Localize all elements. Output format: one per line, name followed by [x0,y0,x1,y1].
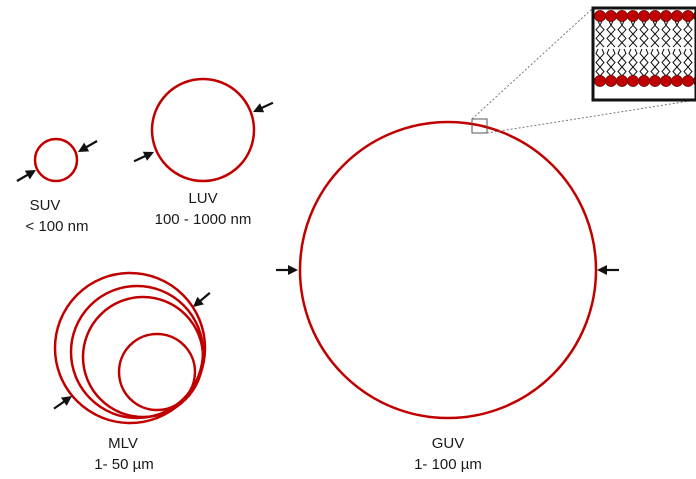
luv-vesicle [150,77,256,183]
lipid-tail [676,48,682,77]
lipid-tail [643,20,649,48]
lipid-head [616,75,628,87]
lipid-tail [665,48,671,77]
lipid-tail [606,48,612,77]
mlv-lamella [81,295,205,419]
lipid-tail [661,48,667,77]
arrow-icon [78,140,98,152]
lipid-bilayer-inset [591,6,696,102]
lipid-head [627,75,639,87]
lipid-tail [599,48,605,77]
luv-size-label: 100 - 1000 nm [155,211,252,228]
lipid-tail [687,20,693,48]
arrow-icon [597,265,619,275]
lipid-tail [610,20,616,48]
lipid-tail [650,48,656,77]
lipid-head [671,10,683,22]
zoom-callout [471,6,696,134]
lipid-tail [683,48,689,77]
mlv-group: MLV 1- 50 µm [53,271,211,473]
mlv-outer-lamella [53,271,207,425]
lipid-head [660,75,672,87]
luv-group: LUV 100 - 1000 nm [133,77,274,228]
lipid-head [638,75,650,87]
arrow-icon [16,170,36,182]
suv-group: SUV < 100 nm [16,137,98,235]
arrow-icon [253,101,274,113]
lipid-tail [617,48,623,77]
lipid-head [682,75,694,87]
arrow-icon [133,151,154,163]
lipid-tail [632,48,638,77]
lipid-tail [654,20,660,48]
lipid-tail [665,20,671,48]
lipid-head [594,75,606,87]
zoom-guide-line [486,99,696,134]
inset-frame [591,6,696,102]
mlv-name-label: MLV [108,435,138,452]
lipid-head [627,10,639,22]
arrow-icon [193,292,211,307]
lipid-head [682,10,694,22]
suv-vesicle [33,137,79,183]
zoom-guide-line [471,7,594,120]
guv-name-label: GUV [432,435,465,452]
lipid-head [616,10,628,22]
lipid-head [638,10,650,22]
lipid-tail [654,48,660,77]
lipid-tail [599,20,605,48]
guv-size-label: 1- 100 µm [414,456,482,473]
lipid-tail [672,48,678,77]
lipid-head [649,10,661,22]
lipid-head [660,10,672,22]
suv-name-label: SUV [30,197,61,214]
lipid-tail [643,48,649,77]
lipid-tail [687,48,693,77]
lipid-tail [610,48,616,77]
zoom-region-marker [471,118,488,134]
arrow-icon [53,396,72,410]
guv-group: GUV 1- 100 µm [276,120,619,473]
lipid-head [671,75,683,87]
lipid-tail [621,48,627,77]
lipid-tail [595,48,601,77]
guv-vesicle [298,120,598,420]
lipid-head [605,10,617,22]
lipid-tail [621,20,627,48]
lipid-tail [632,20,638,48]
lipid-head [605,75,617,87]
lipid-tail [676,20,682,48]
lipid-tail [639,48,645,77]
mlv-size-label: 1- 50 µm [94,456,154,473]
lipid-tail [628,48,634,77]
mlv-inner-lamella [117,332,197,412]
arrow-icon [276,265,298,275]
lipid-head [594,10,606,22]
lipid-head [649,75,661,87]
suv-size-label: < 100 nm [26,218,89,235]
luv-name-label: LUV [188,190,217,207]
